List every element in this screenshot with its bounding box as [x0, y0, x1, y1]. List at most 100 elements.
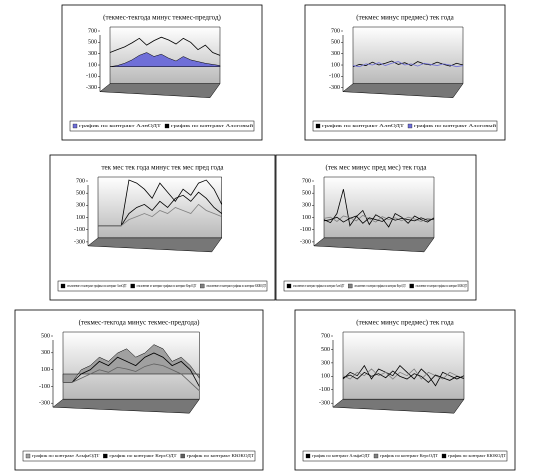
y-tick-label: 500: [41, 333, 50, 339]
plot-wall: [323, 176, 435, 239]
line: [342, 370, 465, 383]
legend-swatch: [180, 453, 185, 459]
legend-swatch: [103, 453, 108, 459]
y-tick-label: 300: [302, 203, 311, 209]
legend-label: график по контракт АльфаОДТ: [312, 453, 370, 458]
line: [323, 215, 435, 224]
y-tick-label: -100: [329, 74, 340, 80]
legend-label: отклонение от контракт графика по контра…: [206, 283, 266, 288]
legend-swatch: [441, 453, 447, 459]
legend-swatch: [164, 123, 170, 129]
y-tick-label: 500: [321, 347, 330, 353]
legend-label: отклонение от контракт графика по контра…: [416, 283, 467, 288]
chart-title: (текмес-текгода минус текмес-предгода): [79, 319, 201, 327]
legend-label: отклонение от контракт графика по контра…: [354, 283, 405, 288]
legend-swatch: [373, 453, 379, 459]
line: [342, 364, 465, 387]
plot-wall: [352, 26, 464, 84]
y-tick-label: -100: [39, 384, 50, 390]
plot-wall: [109, 26, 221, 84]
y-tick-label: 100: [41, 367, 50, 373]
legend-label: график по контракт КЮКОДТ: [187, 453, 255, 458]
chart-title: (тек мес минус пред мес) тек года: [326, 164, 428, 172]
line: [63, 352, 200, 387]
y-tick-label: -100: [74, 227, 85, 233]
legend-label: график по контракт АлнОДТ: [322, 123, 404, 128]
plot-floor: [313, 237, 435, 253]
plot-wall: [342, 331, 465, 400]
y-tick-label: 700: [76, 178, 85, 184]
plot-floor: [52, 398, 200, 414]
y-tick-label: 700: [321, 333, 330, 339]
legend-swatch: [286, 283, 292, 289]
y-tick-label: 100: [302, 215, 311, 221]
line: [63, 363, 200, 392]
plot-floor: [99, 83, 221, 98]
legend-label: график по контракт КерсОДТ: [109, 453, 177, 458]
y-tick-label: -300: [319, 401, 330, 407]
y-tick-label: 500: [88, 40, 97, 46]
y-tick-label: -100: [300, 227, 311, 233]
y-tick-label: 500: [331, 40, 340, 46]
y-tick-label: 100: [76, 215, 85, 221]
y-tick-label: 500: [76, 191, 85, 197]
y-tick-label: 700: [88, 28, 97, 34]
y-tick-label: 300: [88, 51, 97, 57]
legend-label: график по контракт Алоговый: [414, 123, 497, 128]
y-tick-label: 100: [88, 62, 97, 68]
legend-swatch: [72, 123, 78, 129]
legend-swatch: [348, 283, 353, 289]
legend-label: отклонение от контракт графика по контра…: [293, 283, 344, 288]
y-tick-label: 100: [321, 374, 330, 380]
y-tick-label: 300: [331, 51, 340, 57]
area: [109, 52, 221, 67]
legend-label: график по контракт АлнОДТ: [79, 123, 161, 128]
chart-title: (текмес-текгода минус текмес-предгод): [103, 14, 221, 22]
y-tick-label: 300: [76, 203, 85, 209]
plot-floor: [87, 237, 223, 253]
y-tick-label: -100: [86, 74, 97, 80]
y-tick-label: 100: [331, 62, 340, 68]
y-tick-label: 300: [41, 350, 50, 356]
y-tick-label: -300: [329, 85, 340, 91]
legend: [312, 120, 498, 132]
y-tick-label: 700: [302, 178, 311, 184]
legend-swatch: [305, 453, 311, 459]
chart-title: тек мес тек года минус тек мес пред года: [101, 164, 224, 172]
legend: [283, 280, 469, 292]
legend-label: график по контракт Алоговый: [171, 123, 254, 128]
y-tick-label: 700: [331, 28, 340, 34]
legend-swatch: [407, 123, 413, 129]
plot-floor: [342, 83, 464, 98]
y-tick-label: -300: [74, 239, 85, 245]
line: [323, 189, 435, 228]
y-tick-label: -300: [39, 401, 50, 407]
line: [352, 61, 464, 68]
legend-swatch: [409, 283, 414, 289]
line: [98, 203, 222, 227]
legend-swatch: [130, 283, 135, 289]
line: [109, 36, 221, 56]
y-tick-label: 300: [321, 360, 330, 366]
legend-swatch: [60, 283, 66, 289]
chart-title: (текмес минус предмес) тек года: [356, 319, 454, 327]
legend: [57, 280, 268, 292]
legend: [22, 450, 256, 462]
y-tick-label: -300: [300, 239, 311, 245]
plot-floor: [332, 398, 465, 414]
legend-label: график по контракт КерсОДТ: [380, 453, 438, 458]
y-tick-label: -100: [319, 387, 330, 393]
y-tick-label: -300: [86, 85, 97, 91]
plot-wall: [97, 176, 222, 239]
legend: [302, 450, 508, 462]
chart-title: (текмес минус предмес) тек года: [356, 14, 454, 22]
legend-label: отклонение от контракт графика по контра…: [137, 283, 197, 288]
line: [323, 214, 435, 223]
legend-label: график по контракт АльфаОДТ: [32, 453, 100, 458]
legend-swatch: [315, 123, 321, 129]
legend-label: график по контракт КЮКОДТ: [448, 453, 506, 458]
y-tick-label: 500: [302, 191, 311, 197]
legend: [69, 120, 255, 132]
legend-swatch: [200, 283, 205, 289]
